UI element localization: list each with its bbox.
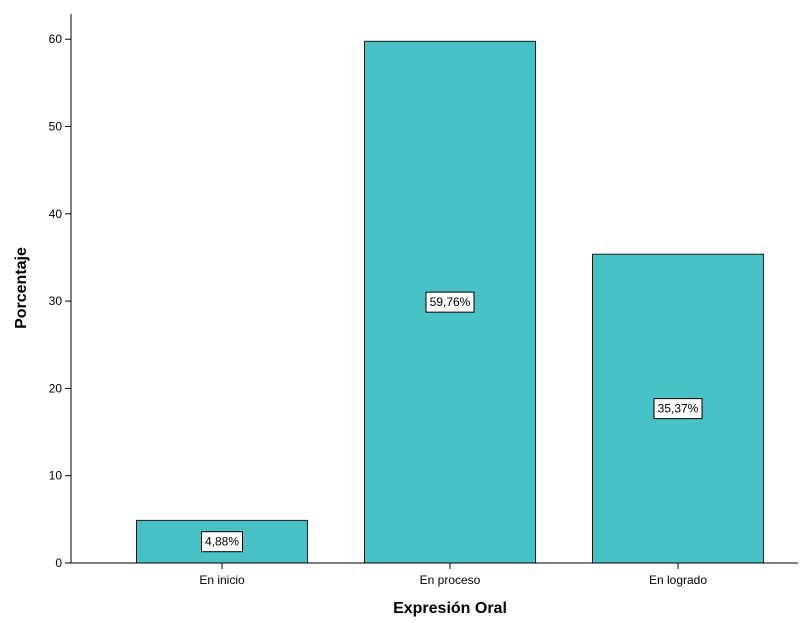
data-label-text: 4,88%: [205, 535, 239, 549]
y-tick-label: 40: [49, 207, 63, 221]
y-tick-label: 0: [55, 556, 62, 570]
data-label: 4,88%: [201, 531, 243, 553]
y-tick-label: 50: [49, 120, 63, 134]
data-label: 59,76%: [425, 291, 475, 313]
y-tick-label: 60: [49, 32, 63, 46]
y-axis-tick-labels: 0 10 20 30 40 50 60: [49, 32, 71, 570]
data-label-box: [425, 291, 475, 313]
x-tick-label: En inicio: [199, 573, 245, 587]
y-tick-label: 10: [49, 469, 63, 483]
y-axis-title: Porcentaje: [13, 247, 30, 329]
y-tick-label: 20: [49, 381, 63, 395]
data-labels-group: 4,88% 59,76% 35,37%: [201, 291, 703, 553]
data-label: 35,37%: [653, 398, 703, 420]
x-axis-tick-labels: En inicio En proceso En logrado: [199, 563, 707, 587]
data-label-box: [653, 398, 703, 420]
y-tick-label: 30: [49, 294, 63, 308]
x-tick-label: En proceso: [420, 573, 481, 587]
x-tick-label: En logrado: [649, 573, 707, 587]
data-label-text: 59,76%: [430, 295, 471, 309]
data-label-text: 35,37%: [658, 402, 699, 416]
data-label-box: [201, 531, 243, 553]
x-axis-title: Expresión Oral: [393, 600, 507, 617]
